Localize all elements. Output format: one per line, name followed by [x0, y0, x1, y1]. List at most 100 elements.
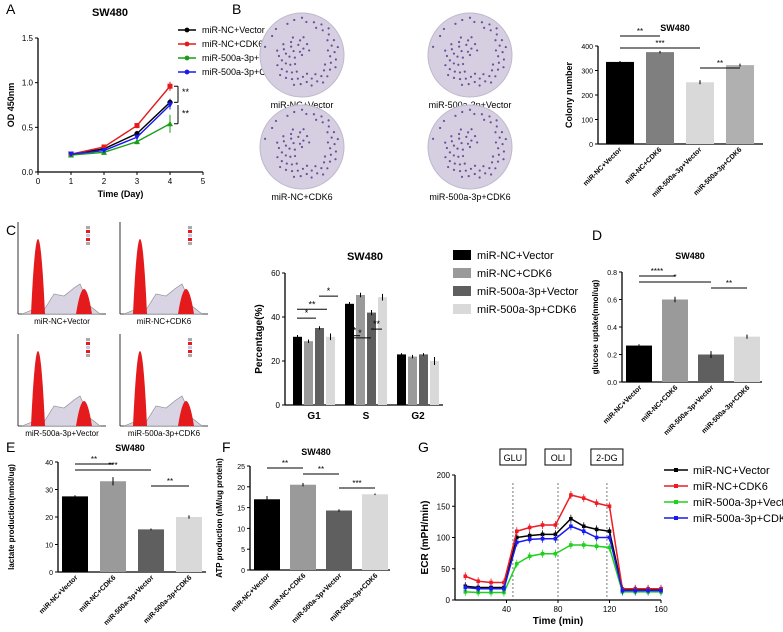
colony-dot	[327, 119, 330, 122]
x-tick-label: 40	[502, 605, 511, 614]
legend-label: miR-500a-3p+Vector	[202, 53, 285, 63]
y-axis-label: ATP production (nM/ug protein)	[215, 458, 224, 578]
significance-mark: **	[167, 477, 173, 486]
colony-dot	[290, 71, 294, 74]
bar	[254, 499, 280, 570]
x-tick-label: miR-NC+Vector	[230, 572, 271, 613]
data-point	[134, 134, 140, 141]
data-point	[527, 537, 532, 542]
data-point	[553, 551, 558, 556]
colony-dot	[286, 22, 289, 25]
hist-legend-swatch	[188, 354, 192, 357]
colony-dot	[470, 36, 473, 39]
colony-dot	[431, 137, 435, 140]
bar	[326, 510, 352, 570]
colony-dot	[497, 61, 501, 64]
series-line	[465, 517, 661, 591]
colony-dot	[297, 43, 300, 47]
colony-dot	[494, 75, 497, 78]
bar	[367, 312, 376, 405]
colony-dot	[478, 176, 481, 179]
x-tick-label: 4	[168, 177, 173, 186]
panel-letter-B: B	[232, 1, 241, 17]
x-tick-label: miR-NC+Vector	[38, 574, 79, 615]
colony-dot	[276, 64, 279, 67]
significance-mark: **	[308, 299, 316, 309]
colony-dot	[277, 146, 281, 150]
colony-dot	[293, 62, 297, 66]
colony-dot	[468, 145, 472, 149]
legend-label: miR-NC+CDK6	[202, 39, 263, 49]
colony-dot	[310, 77, 313, 80]
hist-legend-swatch	[86, 342, 90, 345]
bar	[378, 297, 387, 405]
data-point	[607, 545, 612, 550]
series-line	[70, 123, 171, 156]
data-point	[569, 516, 573, 521]
colony-dot	[452, 76, 456, 79]
colony-dot	[491, 155, 495, 158]
data-point	[502, 580, 506, 585]
colony-dot	[284, 168, 288, 171]
colony-dot	[282, 48, 285, 51]
colony-dot	[277, 54, 281, 58]
colony-dot	[466, 131, 470, 134]
y-tick-label: 300	[581, 69, 593, 76]
data-point	[594, 527, 599, 532]
colony-dot	[323, 155, 327, 158]
plate-label: miR-NC+CDK6	[271, 192, 332, 202]
hist-legend-swatch	[86, 234, 90, 237]
colony-dot	[332, 39, 336, 42]
legend-label: miR-500a-3p+Vector	[477, 286, 579, 298]
y-tick-label: 40	[271, 313, 280, 322]
colony-dot	[461, 148, 464, 151]
y-tick-label: 0.0	[22, 168, 34, 177]
x-tick-label: 0	[36, 177, 41, 186]
colony-dot	[293, 148, 296, 151]
x-tick-label: miR-NC+CDK6	[624, 146, 664, 186]
colony-dot	[288, 147, 291, 150]
hist-legend-swatch	[86, 238, 90, 241]
y-tick-label: 60	[271, 269, 280, 278]
colony-dot	[300, 53, 304, 57]
panel-letter-G: G	[418, 439, 429, 455]
colony-dot	[465, 135, 468, 139]
colony-dot	[280, 160, 283, 163]
significance-mark: *	[673, 273, 676, 282]
colony-dot	[468, 108, 472, 111]
colony-dot	[450, 43, 453, 46]
bar	[176, 517, 202, 572]
legend-swatch	[453, 304, 471, 314]
x-tick-label: 120	[603, 605, 617, 614]
legend-label: miR-500a-3p+CDK6	[202, 67, 283, 77]
colony-dot	[296, 77, 299, 80]
colony-dot	[328, 68, 332, 71]
colony-dot	[291, 128, 294, 131]
x-tick-label: G1	[307, 411, 321, 422]
colony-dot	[452, 154, 455, 157]
hist-legend-swatch	[86, 230, 90, 233]
colony-dot	[284, 52, 288, 55]
colony-dot	[463, 162, 466, 165]
colony-dot	[478, 77, 481, 80]
hist-legend-swatch	[86, 354, 90, 357]
colony-dot	[457, 40, 461, 44]
colony-dot	[305, 20, 308, 24]
bar	[698, 354, 724, 382]
colony-dot	[504, 45, 507, 49]
colony-dot	[476, 141, 479, 144]
bar	[408, 356, 417, 405]
hist-legend-swatch	[188, 242, 192, 245]
data-point	[607, 535, 612, 540]
colony-dot	[326, 167, 329, 170]
colony-dot	[452, 168, 456, 171]
colony-dot	[308, 49, 311, 52]
y-tick-label: 50	[441, 565, 450, 574]
colony-dot	[336, 45, 339, 49]
histogram-peak	[31, 351, 45, 426]
colony-dot	[301, 167, 305, 170]
colony-dot	[498, 136, 501, 139]
colony-dot	[327, 27, 330, 30]
colony-dot	[453, 162, 456, 165]
legend-label: miR-NC+Vector	[477, 250, 554, 262]
